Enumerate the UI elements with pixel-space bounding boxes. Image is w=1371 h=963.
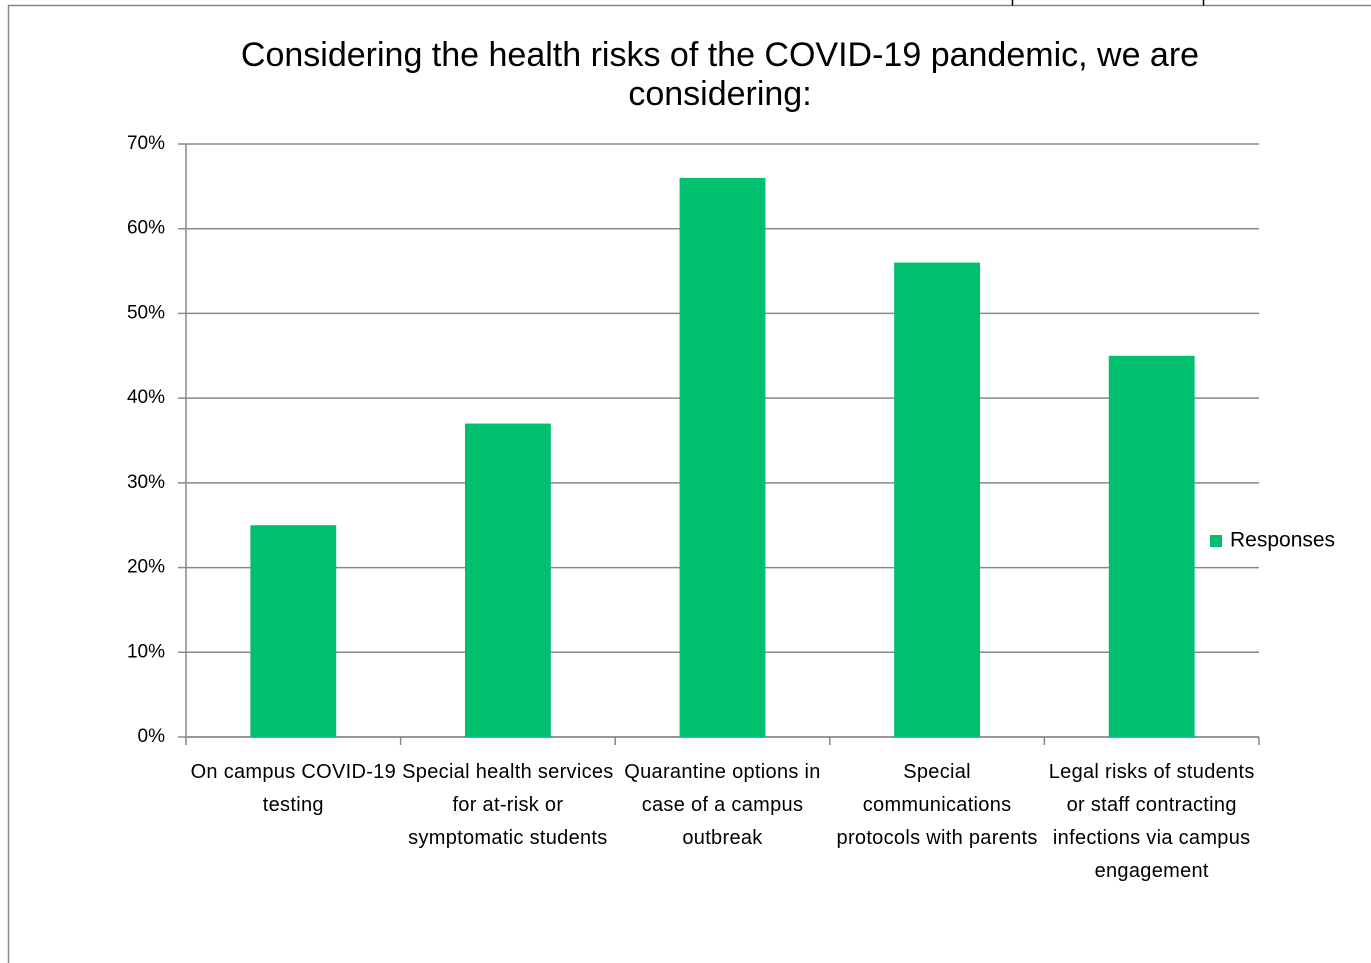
y-tick-label: 50% xyxy=(127,302,165,323)
y-tick-label: 30% xyxy=(127,472,165,493)
bar xyxy=(250,525,337,737)
legend-swatch xyxy=(1210,535,1222,547)
y-tick-label: 10% xyxy=(127,641,165,662)
bar xyxy=(464,423,551,737)
x-tick-label: On campus COVID-19 testing xyxy=(190,761,397,816)
chart-title: Considering the health risks of the COVI… xyxy=(240,36,1200,113)
x-tick-label: Quarantine options in case of a campus o… xyxy=(624,761,821,849)
bar xyxy=(1108,355,1195,737)
x-tick-label: Special communications protocols with pa… xyxy=(836,761,1038,849)
y-tick-label: 40% xyxy=(127,387,165,408)
bar xyxy=(894,262,981,737)
x-tick-label: Legal risks of students or staff contrac… xyxy=(1048,761,1255,882)
chart-border xyxy=(7,4,1371,963)
x-tick-label: Special health services for at-risk or s… xyxy=(402,761,614,849)
frame-edge xyxy=(1011,0,1205,6)
bar xyxy=(679,177,766,737)
y-tick-label: 0% xyxy=(138,726,166,747)
y-tick-label: 60% xyxy=(127,218,165,239)
legend-label: Responses xyxy=(1230,529,1335,552)
y-tick-label: 20% xyxy=(127,557,165,578)
y-tick-label: 70% xyxy=(127,133,165,154)
